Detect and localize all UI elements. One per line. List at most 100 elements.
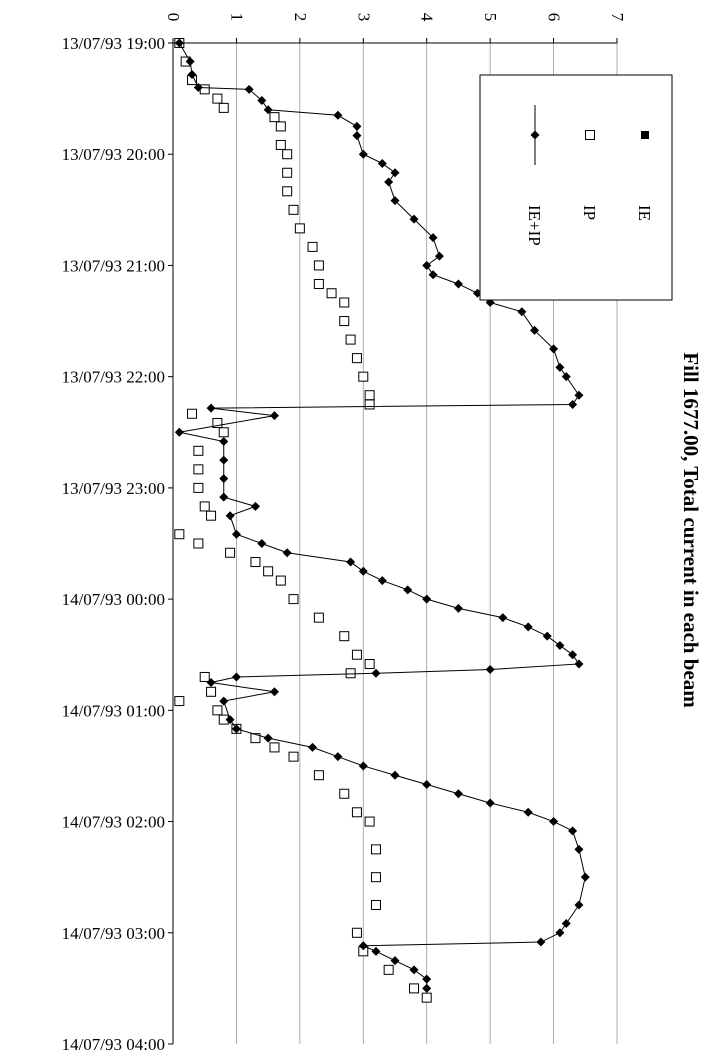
point [574, 900, 584, 910]
point [358, 371, 369, 382]
x-tick-label: 14/07/93 03:00 [62, 924, 165, 943]
point [542, 631, 552, 641]
point [523, 622, 533, 632]
y-tick-label: 6 [545, 13, 564, 22]
point [370, 872, 381, 883]
point [219, 492, 229, 502]
point [212, 705, 223, 716]
point [206, 678, 216, 688]
point [352, 131, 362, 141]
point [313, 260, 324, 271]
point [231, 529, 241, 539]
point [536, 937, 546, 947]
x-tick-label: 14/07/93 00:00 [62, 590, 165, 609]
point [212, 418, 223, 429]
point [244, 84, 254, 94]
point [326, 288, 337, 299]
legend-label: IE [635, 205, 654, 221]
point [390, 168, 400, 178]
point [269, 687, 279, 697]
point [313, 612, 324, 623]
point [269, 112, 280, 123]
point [218, 427, 229, 438]
point [174, 696, 185, 707]
point [269, 411, 279, 421]
y-tick-label: 7 [608, 13, 627, 22]
point [174, 427, 184, 437]
point [530, 325, 540, 335]
point [549, 344, 559, 354]
point [219, 455, 229, 465]
point [206, 510, 217, 521]
point [453, 279, 463, 289]
point [371, 668, 381, 678]
legend-marker [641, 131, 649, 139]
chart-title: Fill 1677.00, Total current in each beam [679, 352, 703, 708]
point [549, 817, 559, 827]
point [313, 278, 324, 289]
x-tick-label: 13/07/93 20:00 [62, 145, 165, 164]
point [517, 307, 527, 317]
point [523, 807, 533, 817]
point [377, 576, 387, 586]
x-tick-label: 13/07/93 23:00 [62, 479, 165, 498]
point [333, 752, 343, 762]
point [358, 566, 368, 576]
point [288, 204, 299, 215]
point [421, 992, 432, 1003]
point [453, 789, 463, 799]
point [422, 594, 432, 604]
point [219, 437, 229, 447]
point [428, 233, 438, 243]
point [370, 899, 381, 910]
point [352, 121, 362, 131]
point [390, 770, 400, 780]
legend-box [479, 74, 673, 301]
legend-marker [530, 130, 540, 140]
point [498, 613, 508, 623]
point [282, 186, 293, 197]
point [339, 316, 350, 327]
x-tick-label: 14/07/93 04:00 [62, 1035, 165, 1054]
point [275, 575, 286, 586]
point [422, 260, 432, 270]
x-tick-label: 13/07/93 22:00 [62, 368, 165, 387]
point [422, 779, 432, 789]
legend-label: IE+IP [525, 205, 544, 246]
point [313, 770, 324, 781]
point [568, 650, 578, 660]
point [561, 372, 571, 382]
point [275, 139, 286, 150]
point [574, 390, 584, 400]
point [257, 539, 267, 548]
point [206, 686, 217, 697]
point [231, 724, 241, 734]
point [383, 964, 394, 975]
y-tick-label: 1 [227, 13, 246, 22]
point [428, 270, 438, 280]
point [193, 464, 204, 475]
point [339, 297, 350, 308]
point [358, 149, 368, 159]
point [364, 658, 375, 669]
point [263, 105, 273, 115]
point [555, 362, 565, 372]
point [351, 807, 362, 818]
point [206, 403, 216, 413]
point [250, 733, 261, 744]
point [288, 594, 299, 605]
point [185, 57, 195, 67]
y-tick-label: 3 [354, 13, 373, 22]
point [263, 733, 273, 743]
point [358, 941, 368, 951]
legend: IE IP IE+IP [479, 74, 673, 301]
point [561, 919, 571, 929]
point [371, 946, 381, 956]
point [358, 761, 368, 771]
point [282, 149, 293, 160]
legend-marker [585, 130, 595, 140]
point [263, 566, 274, 577]
point [250, 557, 261, 568]
legend-label: IP [580, 205, 599, 220]
point [422, 983, 432, 993]
